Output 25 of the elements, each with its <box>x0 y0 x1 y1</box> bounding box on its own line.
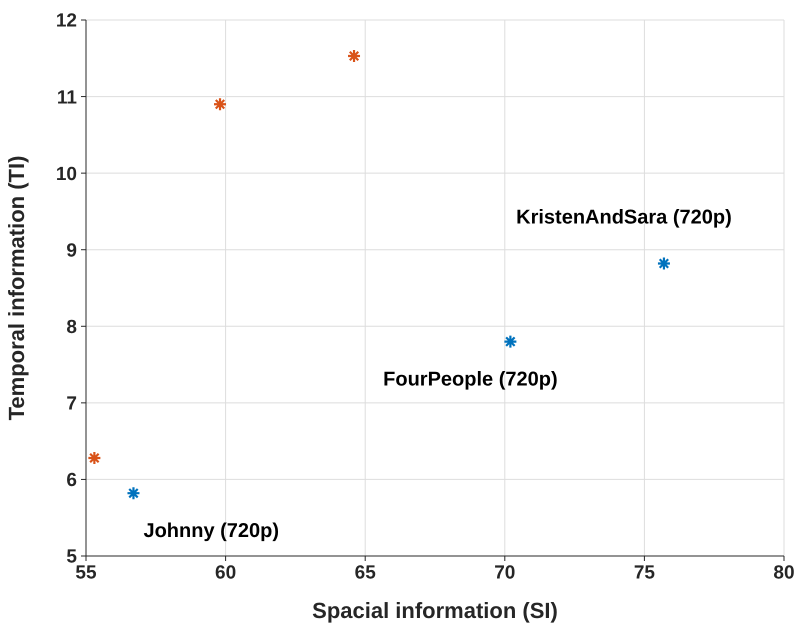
annotation: FourPeople (720p) <box>383 368 558 391</box>
y-tick-label: 5 <box>66 546 78 568</box>
y-tick-label: 8 <box>66 317 77 338</box>
y-tick-label: 10 <box>56 164 77 185</box>
point <box>212 97 228 112</box>
annotation: Johnny (720p) <box>143 520 280 542</box>
y-axis-title: Temporal information (TI) <box>4 156 29 420</box>
x-axis-title: Spacial information (SI) <box>312 598 558 623</box>
x-tick-label: 70 <box>494 562 516 584</box>
x-tick-label: 80 <box>773 562 794 584</box>
x-tick-label: 55 <box>75 562 97 584</box>
point <box>346 48 362 64</box>
x-tick-label: 75 <box>634 562 656 584</box>
point <box>126 486 141 500</box>
y-tick-label: 9 <box>66 240 77 262</box>
y-tick-label: 11 <box>56 87 78 108</box>
y-tick-label: 6 <box>66 470 77 492</box>
y-tick-label: 7 <box>66 394 77 415</box>
point <box>503 334 518 349</box>
point <box>656 256 672 271</box>
point <box>87 450 102 466</box>
x-tick-label: 60 <box>215 562 236 584</box>
annotation: KristenAndSara (720p) <box>516 206 732 228</box>
x-tick-label: 65 <box>354 562 376 584</box>
y-tick-label: 12 <box>56 10 77 32</box>
